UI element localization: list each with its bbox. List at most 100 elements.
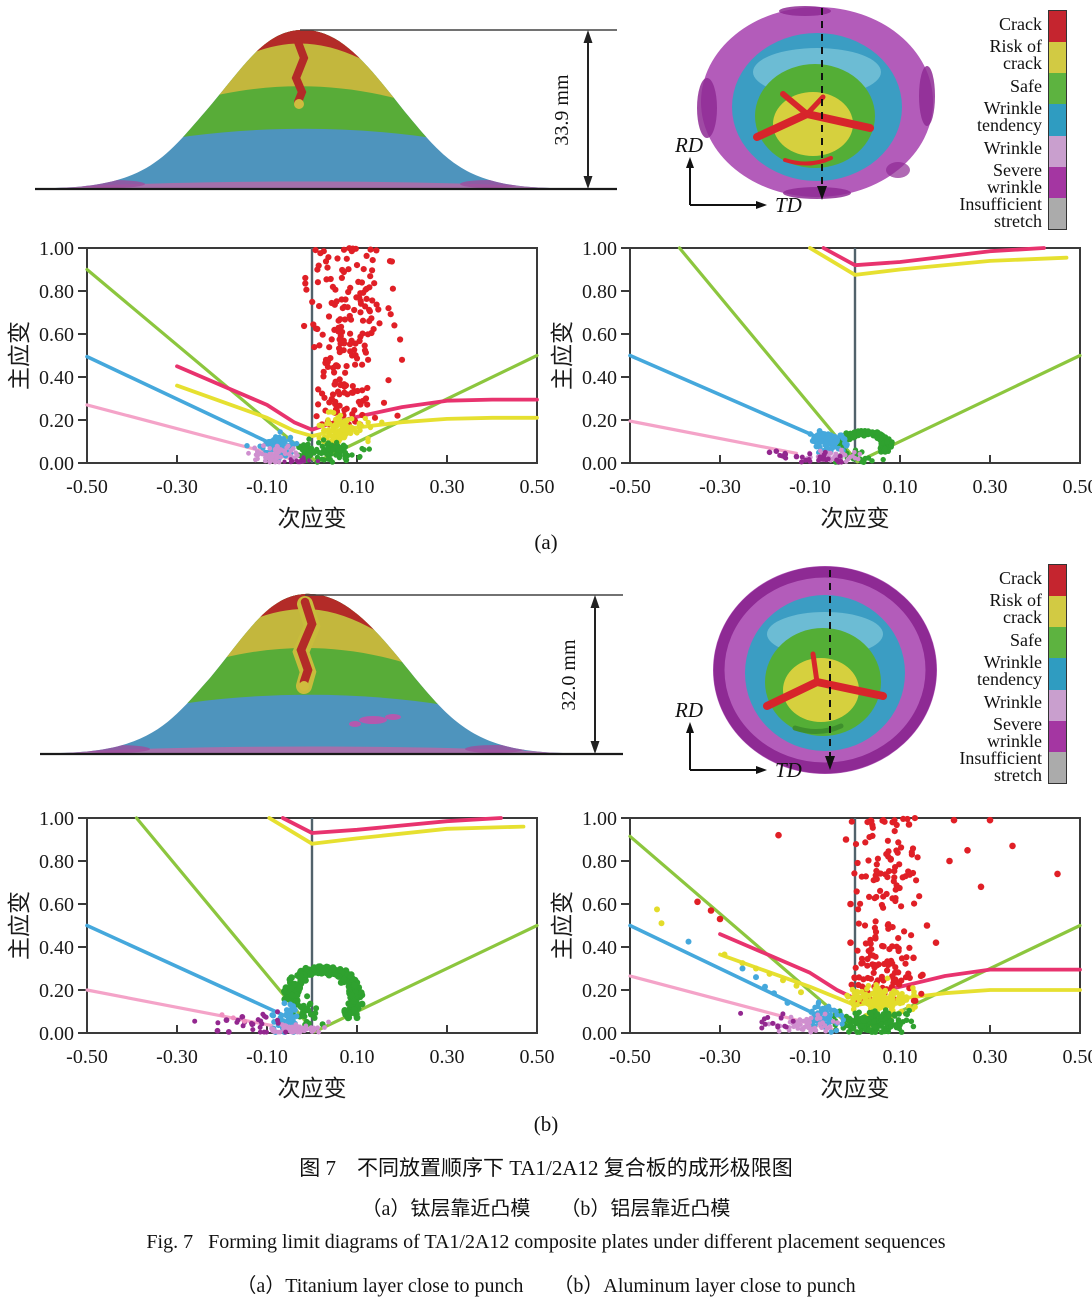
severe-wrinkle-outliers (766, 448, 800, 460)
caption-zh-title: 图 7 不同放置顺序下 TA1/2A12 复合板的成形极限图 (299, 1156, 793, 1180)
x-tick-label: -0.10 (789, 476, 831, 498)
strain-path-blue (85, 923, 292, 1020)
y-tick-label: 0.60 (39, 324, 74, 346)
td-arrowhead (756, 766, 767, 774)
x-tick-label: 0.50 (520, 1046, 555, 1068)
legend-label-crack: Crack (999, 13, 1042, 34)
forming-limit-curve (280, 816, 503, 835)
dome-side-view-a: 33.9 mm (35, 29, 617, 191)
dome-flange-wrinkle (60, 746, 563, 754)
dome-top-view-a: RD TD (674, 6, 935, 217)
legend-label-risk-of-crack: Risk of crack (989, 36, 1042, 73)
y-tick-label: 0.40 (39, 937, 74, 959)
legend-label-wrinkle: Wrinkle (983, 691, 1042, 712)
topview-crack-arm (810, 651, 820, 685)
legend-labels: Crack Risk of crack Safe Wrinkle tendenc… (880, 10, 1042, 231)
y-tick-label: 0.00 (582, 1023, 617, 1045)
topview-risk-region (783, 658, 859, 722)
y-tick-label: 0.80 (39, 851, 74, 873)
dome-speckle (385, 714, 401, 720)
color-legend-a: Crack Risk of crack Safe Wrinkle tendenc… (880, 10, 1092, 230)
y-tick-label: 0.40 (582, 937, 617, 959)
legend-label-wrinkle: Wrinkle (983, 137, 1042, 158)
y-tick-label: 0.00 (39, 453, 74, 475)
x-tick-label: 0.30 (973, 1046, 1008, 1068)
y-tick-label: 0.60 (582, 324, 617, 346)
legend-swatch-wrinkle (1049, 689, 1066, 721)
legend-swatch-risk-of-crack (1049, 42, 1066, 74)
x-axis-title: 次应变 (821, 1076, 890, 1100)
section-line-arrowhead (817, 186, 827, 200)
td-label-b: TD (775, 758, 802, 782)
legend-color-bar (1048, 10, 1067, 230)
x-axis-title: 次应变 (278, 506, 347, 530)
dome-side-view-b: 32.0 mm (40, 593, 623, 756)
x-axis-title: 次应变 (821, 506, 890, 530)
x-tick-label: -0.10 (789, 1046, 831, 1068)
y-tick-label: 1.00 (582, 808, 617, 830)
y-tick-label: 0.80 (39, 281, 74, 303)
y-tick-label: 0.60 (582, 894, 617, 916)
x-tick-label: -0.50 (66, 476, 108, 498)
legend-label-wrinkle-tendency: Wrinkle tendency (977, 652, 1042, 689)
x-tick-label: -0.30 (156, 1046, 198, 1068)
wrinkle-points (766, 1011, 840, 1035)
x-tick-label: -0.10 (246, 1046, 288, 1068)
dim-arrowhead-up (590, 595, 600, 608)
risk-of-crack-curve (808, 246, 1069, 277)
risk-points (316, 409, 371, 445)
legend-swatch-wrinkle-tendency (1049, 104, 1066, 136)
legend-swatch-wrinkle-tendency (1049, 658, 1066, 690)
y-tick-label: 0.20 (582, 980, 617, 1002)
dome-height-label-b: 32.0 mm (558, 639, 580, 711)
x-tick-label: -0.30 (156, 476, 198, 498)
x-tick-label: 0.50 (520, 476, 555, 498)
severe-wrinkle-outliers (214, 1014, 246, 1035)
x-tick-label: 0.10 (883, 1046, 918, 1068)
x-tick-label: -0.30 (699, 1046, 741, 1068)
safe-points (296, 436, 372, 465)
legend-labels: Crack Risk of crack Safe Wrinkle tendenc… (880, 564, 1042, 785)
y-tick-label: 1.00 (39, 238, 74, 260)
dome-flange-smudge (75, 180, 145, 188)
legend-swatch-risk-of-crack (1049, 596, 1066, 628)
topview-severe-blotch (919, 66, 935, 126)
rd-label-b: RD (674, 698, 703, 722)
y-axis-title: 主应变 (550, 891, 575, 960)
x-tick-label: -0.50 (609, 1046, 651, 1068)
legend-swatch-severe-wrinkle (1049, 720, 1066, 752)
crack-outliers (694, 816, 1061, 979)
y-axis-title: 主应变 (7, 321, 32, 390)
severe-wrinkle-points (777, 449, 844, 465)
x-tick-label: -0.50 (66, 1046, 108, 1068)
td-label-a: TD (775, 193, 802, 217)
dome-flange-smudge (460, 180, 520, 188)
panel-label-b: (b) (533, 1112, 559, 1136)
dome-flange-smudge (465, 745, 525, 753)
wrinkle-tendency-outliers (685, 938, 791, 1006)
legend-swatch-wrinkle (1049, 135, 1066, 167)
panel-label-a: (a) (534, 530, 558, 554)
safe-points (808, 1007, 917, 1035)
safe-points-hook (834, 428, 895, 455)
topview-shading-arc (792, 723, 844, 734)
y-tick-label: 0.40 (39, 367, 74, 389)
legend-swatch-insufficient-stretch (1049, 751, 1066, 783)
topview-risk-region (773, 92, 853, 156)
legend-label-insufficient-stretch: Insufficient stretch (959, 194, 1042, 231)
y-tick-label: 0.80 (582, 851, 617, 873)
topview-severe-blotch (779, 6, 831, 16)
topview-crack-arm (780, 91, 810, 117)
y-tick-label: 0.00 (39, 1023, 74, 1045)
topview-severe-blotch (886, 162, 910, 178)
topview-severe-blotch (697, 78, 717, 138)
legend-swatch-safe (1049, 73, 1066, 105)
wrinkle-points (246, 443, 300, 465)
x-tick-label: 0.30 (973, 476, 1008, 498)
x-tick-label: 0.10 (883, 476, 918, 498)
dome-crack-tip (299, 681, 309, 691)
y-tick-label: 1.00 (582, 238, 617, 260)
x-tick-label: 0.10 (340, 1046, 375, 1068)
strain-path-blue (628, 353, 835, 446)
